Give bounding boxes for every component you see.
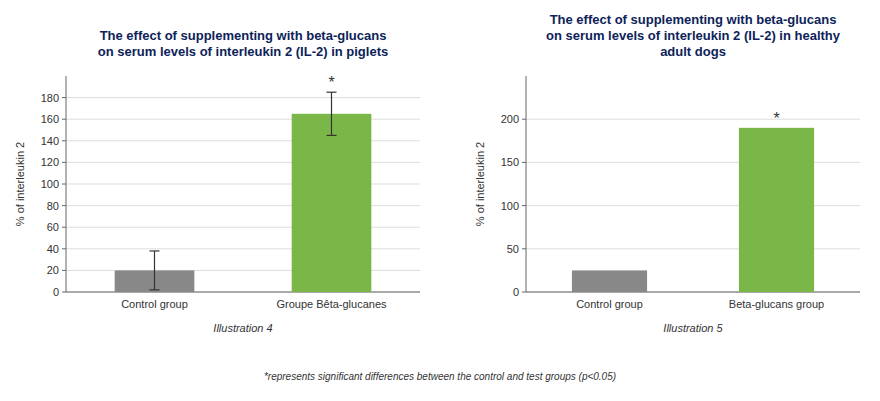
background (0, 0, 880, 401)
tick-label: 20 (47, 264, 59, 276)
y-label: % of interleukin 2 (14, 142, 26, 226)
grid-line (526, 119, 860, 120)
title-line: on serum levels of interleukin 2 (IL-2) … (546, 28, 841, 43)
caption: Illustration 4 (213, 322, 272, 334)
tick-label: 150 (501, 156, 519, 168)
error-bar (150, 251, 160, 290)
tick-mark (522, 292, 526, 293)
tick-mark (62, 205, 66, 206)
tick-label: 120 (41, 156, 59, 168)
tick-mark (522, 162, 526, 163)
tick-mark (62, 97, 66, 98)
title-line: The effect of supplementing with beta-gl… (100, 28, 387, 43)
title: The effect of supplementing with beta-gl… (98, 28, 388, 59)
tick-label: 50 (507, 243, 519, 255)
annotation: * (328, 74, 334, 91)
tick-mark (522, 248, 526, 249)
bars (572, 128, 814, 292)
error-cap (327, 135, 337, 136)
error-cap (327, 92, 337, 93)
error-stem (331, 92, 332, 135)
tick-mark (62, 292, 66, 293)
tick-label: 100 (41, 178, 59, 190)
title-line: adult dogs (660, 44, 726, 59)
y-label: % of interleukin 2 (474, 142, 486, 226)
bars (115, 92, 372, 292)
grid-line (66, 97, 420, 98)
tick-label: 180 (41, 92, 59, 104)
error-cap (150, 250, 160, 251)
title: The effect of supplementing with beta-gl… (546, 12, 841, 59)
tick-mark (62, 140, 66, 141)
title-line: on serum levels of interleukin 2 (IL-2) … (98, 44, 388, 59)
tick-mark (62, 270, 66, 271)
chart: The effect of supplementing with beta-gl… (474, 12, 860, 334)
tick-label: 60 (47, 221, 59, 233)
error-cap (150, 289, 160, 290)
error-bar (327, 92, 337, 135)
tick-label: 160 (41, 113, 59, 125)
annotation: * (773, 110, 779, 127)
tick-mark (62, 227, 66, 228)
footnote: *represents significant differences betw… (264, 371, 616, 382)
y-axis (526, 76, 527, 292)
tick-label: 0 (53, 286, 59, 298)
bar (739, 128, 814, 292)
caption: Illustration 5 (663, 322, 723, 334)
tick-mark (62, 184, 66, 185)
bar (572, 270, 647, 292)
tick-mark (522, 119, 526, 120)
title-line: The effect of supplementing with beta-gl… (550, 12, 837, 27)
category-label: Control group (576, 298, 643, 310)
category-label: Groupe Bêta-glucanes (276, 298, 387, 310)
figure: The effect of supplementing with beta-gl… (0, 0, 880, 401)
tick-label: 0 (513, 286, 519, 298)
tick-mark (62, 248, 66, 249)
bar (292, 114, 372, 292)
chart: The effect of supplementing with beta-gl… (14, 28, 420, 334)
tick-label: 200 (501, 113, 519, 125)
tick-label: 140 (41, 135, 59, 147)
tick-mark (62, 162, 66, 163)
y-axis (66, 76, 67, 292)
error-stem (154, 251, 155, 290)
tick-label: 40 (47, 243, 59, 255)
category-label: Beta-glucans group (729, 298, 824, 310)
tick-mark (62, 119, 66, 120)
category-label: Control group (121, 298, 188, 310)
tick-label: 100 (501, 200, 519, 212)
tick-label: 80 (47, 200, 59, 212)
tick-mark (522, 205, 526, 206)
